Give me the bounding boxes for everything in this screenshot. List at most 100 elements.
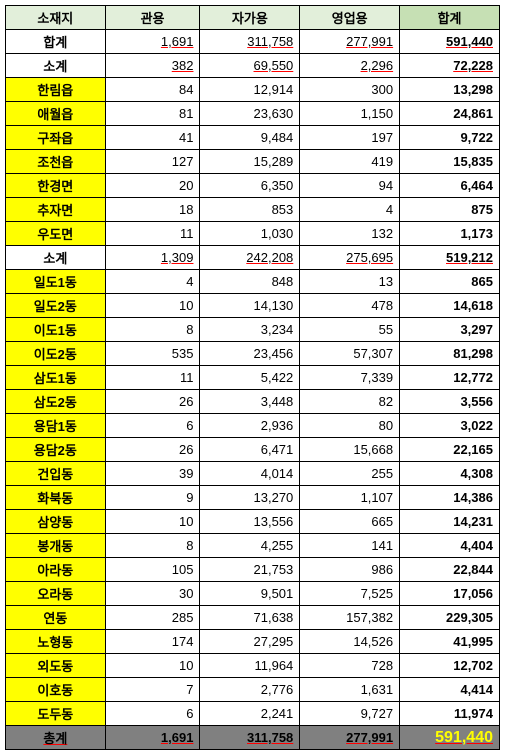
table-row: 구좌읍419,4841979,722	[6, 126, 500, 150]
cell-business: 7,525	[300, 582, 400, 606]
cell-location: 구좌읍	[6, 126, 106, 150]
cell-official: 84	[105, 78, 200, 102]
cell-official: 1,691	[105, 30, 200, 54]
cell-total: 1,173	[400, 222, 500, 246]
cell-total: 11,974	[400, 702, 500, 726]
cell-business: 986	[300, 558, 400, 582]
cell-private: 27,295	[200, 630, 300, 654]
cell-official: 8	[105, 534, 200, 558]
table-row: 합계1,691311,758277,991591,440	[6, 30, 500, 54]
cell-official: 6	[105, 414, 200, 438]
cell-total: 14,386	[400, 486, 500, 510]
cell-private: 14,130	[200, 294, 300, 318]
cell-business: 4	[300, 198, 400, 222]
cell-total: 519,212	[400, 246, 500, 270]
cell-location: 합계	[6, 30, 106, 54]
cell-location: 일도2동	[6, 294, 106, 318]
grand-total-row: 총계1,691311,758277,991591,440	[6, 726, 500, 750]
cell-business: 7,339	[300, 366, 400, 390]
cell-location: 삼양동	[6, 510, 106, 534]
cell-total: 4,308	[400, 462, 500, 486]
cell-official: 81	[105, 102, 200, 126]
cell-official: 1,309	[105, 246, 200, 270]
cell-business: 197	[300, 126, 400, 150]
cell-official: 10	[105, 510, 200, 534]
cell-official: 7	[105, 678, 200, 702]
cell-official: 9	[105, 486, 200, 510]
cell-total: 229,305	[400, 606, 500, 630]
table-row: 노형동17427,29514,52641,995	[6, 630, 500, 654]
cell-total: 22,165	[400, 438, 500, 462]
cell-official: 4	[105, 270, 200, 294]
cell-business: 275,695	[300, 246, 400, 270]
table-row: 오라동309,5017,52517,056	[6, 582, 500, 606]
cell-business: 300	[300, 78, 400, 102]
cell-private: 2,776	[200, 678, 300, 702]
table-row: 우도면111,0301321,173	[6, 222, 500, 246]
cell-location: 봉개동	[6, 534, 106, 558]
cell-location: 아라동	[6, 558, 106, 582]
header-official: 관용	[105, 6, 200, 30]
cell-official: 18	[105, 198, 200, 222]
cell-private: 1,030	[200, 222, 300, 246]
cell-location: 우도면	[6, 222, 106, 246]
header-row: 소재지 관용 자가용 영업용 합계	[6, 6, 500, 30]
cell-total: 4,404	[400, 534, 500, 558]
cell-total: 6,464	[400, 174, 500, 198]
cell-location: 용담2동	[6, 438, 106, 462]
table-row: 추자면188534875	[6, 198, 500, 222]
cell-total: 24,861	[400, 102, 500, 126]
table-row: 화북동913,2701,10714,386	[6, 486, 500, 510]
cell-total: 9,722	[400, 126, 500, 150]
cell-business: 14,526	[300, 630, 400, 654]
cell-private: 23,630	[200, 102, 300, 126]
cell-location: 외도동	[6, 654, 106, 678]
cell-private: 853	[200, 198, 300, 222]
cell-total: 3,556	[400, 390, 500, 414]
cell-private: 2,241	[200, 702, 300, 726]
cell-location: 추자면	[6, 198, 106, 222]
cell-business: 13	[300, 270, 400, 294]
cell-business: 132	[300, 222, 400, 246]
table-row: 소계38269,5502,29672,228	[6, 54, 500, 78]
table-row: 삼도2동263,448823,556	[6, 390, 500, 414]
cell-total: 41,995	[400, 630, 500, 654]
cell-total: 14,231	[400, 510, 500, 534]
cell-private: 6,350	[200, 174, 300, 198]
header-location: 소재지	[6, 6, 106, 30]
cell-business: 94	[300, 174, 400, 198]
cell-official: 11	[105, 222, 200, 246]
cell-private: 9,484	[200, 126, 300, 150]
cell-location: 이도2동	[6, 342, 106, 366]
table-row: 조천읍12715,28941915,835	[6, 150, 500, 174]
cell-official: 11	[105, 366, 200, 390]
header-total: 합계	[400, 6, 500, 30]
cell-official: 26	[105, 390, 200, 414]
grand-private: 311,758	[200, 726, 300, 750]
cell-total: 12,702	[400, 654, 500, 678]
cell-total: 875	[400, 198, 500, 222]
header-business: 영업용	[300, 6, 400, 30]
cell-business: 157,382	[300, 606, 400, 630]
cell-private: 9,501	[200, 582, 300, 606]
cell-official: 6	[105, 702, 200, 726]
table-row: 아라동10521,75398622,844	[6, 558, 500, 582]
cell-business: 57,307	[300, 342, 400, 366]
cell-total: 14,618	[400, 294, 500, 318]
cell-private: 848	[200, 270, 300, 294]
cell-business: 1,107	[300, 486, 400, 510]
cell-location: 화북동	[6, 486, 106, 510]
table-row: 삼양동1013,55666514,231	[6, 510, 500, 534]
grand-total: 591,440	[400, 726, 500, 750]
cell-official: 26	[105, 438, 200, 462]
table-row: 건입동394,0142554,308	[6, 462, 500, 486]
cell-private: 71,638	[200, 606, 300, 630]
table-row: 애월읍8123,6301,15024,861	[6, 102, 500, 126]
cell-location: 한림읍	[6, 78, 106, 102]
cell-location: 한경면	[6, 174, 106, 198]
header-private: 자가용	[200, 6, 300, 30]
cell-business: 2,296	[300, 54, 400, 78]
cell-official: 285	[105, 606, 200, 630]
cell-business: 55	[300, 318, 400, 342]
cell-business: 728	[300, 654, 400, 678]
